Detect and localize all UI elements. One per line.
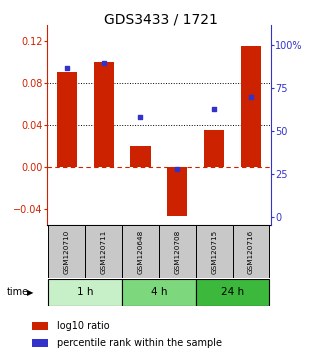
Text: GSM120711: GSM120711	[101, 229, 107, 274]
Bar	[233, 225, 269, 278]
Text: percentile rank within the sample: percentile rank within the sample	[56, 338, 222, 348]
Point	[248, 94, 254, 100]
Bar	[48, 279, 122, 306]
Bar	[85, 225, 122, 278]
Bar	[32, 339, 48, 347]
Text: GSM120716: GSM120716	[248, 229, 254, 274]
Bar	[204, 130, 224, 167]
Text: 24 h: 24 h	[221, 287, 244, 297]
Bar	[167, 167, 187, 216]
Bar	[57, 72, 77, 167]
Bar	[196, 225, 233, 278]
Point	[212, 106, 217, 112]
Bar	[122, 279, 196, 306]
Text: GSM120648: GSM120648	[137, 229, 143, 274]
Bar	[159, 225, 196, 278]
Text: time: time	[6, 287, 29, 297]
Bar	[48, 225, 85, 278]
Text: GSM120715: GSM120715	[211, 229, 217, 274]
Text: 4 h: 4 h	[151, 287, 167, 297]
Bar	[93, 62, 114, 167]
Point	[64, 65, 69, 70]
Bar	[122, 225, 159, 278]
Bar	[241, 46, 261, 167]
Text: 1 h: 1 h	[77, 287, 93, 297]
Text: GSM120708: GSM120708	[174, 229, 180, 274]
Bar	[130, 146, 151, 167]
Point	[101, 60, 106, 65]
Text: ▶: ▶	[27, 288, 34, 297]
Text: log10 ratio: log10 ratio	[56, 321, 109, 331]
Bar	[32, 322, 48, 330]
Text: GDS3433 / 1721: GDS3433 / 1721	[104, 12, 217, 27]
Point	[138, 115, 143, 120]
Text: GSM120710: GSM120710	[64, 229, 70, 274]
Point	[175, 166, 180, 172]
Bar	[196, 279, 269, 306]
